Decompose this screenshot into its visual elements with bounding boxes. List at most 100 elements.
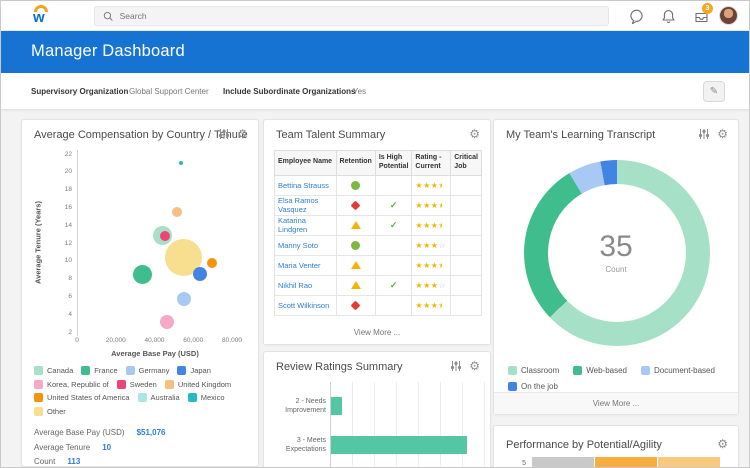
workday-logo-letter: w xyxy=(33,9,45,26)
legend-label: Mexico xyxy=(200,393,225,402)
critical-job-cell xyxy=(450,254,482,276)
gear-icon[interactable]: ⚙ xyxy=(237,127,248,141)
employee-name-link[interactable]: Nikhil Rao xyxy=(278,280,313,290)
performance-stacked-bar-chart: 5 xyxy=(494,426,738,467)
table-header-row: Employee Name Retention Is High Potential R… xyxy=(274,150,482,176)
stacked-segment-3[interactable] xyxy=(658,457,720,467)
high-potential-cell: ✓ xyxy=(374,194,413,216)
y-axis-line xyxy=(77,150,78,336)
page-header: Manager Dashboard xyxy=(1,31,749,73)
card-average-compensation: Average Compensation by Country / Tenure… xyxy=(21,119,259,467)
stat-label: Count xyxy=(34,457,56,466)
summary-stat-row: Count 113 xyxy=(34,457,250,466)
retention-red-diamond-icon xyxy=(350,200,361,210)
rating-cell: ★★★★ xyxy=(411,254,452,276)
critical-job-cell xyxy=(450,234,482,256)
table-row: Elsa Ramos Vasquez ✓ ★★★★ xyxy=(274,194,482,216)
review-ratings-bar-chart: 2 - Needs Improvement 3 - Meets Expectati… xyxy=(264,352,490,467)
donut-count-label: Count xyxy=(605,265,627,274)
chart-settings-sliders-icon[interactable] xyxy=(698,128,710,140)
rating-half-star: ★ xyxy=(438,221,442,230)
workday-logo[interactable]: w xyxy=(31,4,55,28)
bubble-korea-republic-of[interactable] xyxy=(160,315,175,330)
inbox-badge: 3 xyxy=(702,3,713,14)
retention-yellow-triangle-icon xyxy=(350,281,361,289)
gear-icon[interactable]: ⚙ xyxy=(717,437,728,451)
x-tick-label: 80,000 xyxy=(222,337,242,344)
inbox-tray[interactable]: 3 xyxy=(693,3,713,25)
legend-item: Other xyxy=(34,406,66,416)
bubble-chart: Average Tenure (Years) Average Base Pay … xyxy=(22,120,258,466)
x-axis-label: Average Base Pay (USD) xyxy=(111,349,199,358)
employee-name-cell: Nikhil Rao xyxy=(274,274,337,296)
stat-value-link[interactable]: 113 xyxy=(67,457,81,466)
employee-name-link[interactable]: Maria Venter xyxy=(278,260,321,270)
bubble-mexico[interactable] xyxy=(178,160,183,165)
search-input[interactable] xyxy=(119,11,600,21)
legend-swatch xyxy=(34,366,43,375)
bubble-germany[interactable] xyxy=(176,292,191,307)
summary-stat-row: Average Tenure 10 xyxy=(34,443,250,452)
retention-red-diamond-icon xyxy=(350,300,361,310)
employee-name-link[interactable]: Manny Soto xyxy=(278,240,319,250)
gear-icon[interactable]: ⚙ xyxy=(717,127,728,141)
bar-2[interactable] xyxy=(331,436,467,454)
global-search[interactable] xyxy=(94,6,609,26)
y-tick-label: 4 xyxy=(68,310,72,318)
legend-item: Mexico xyxy=(187,393,225,402)
critical-job-cell xyxy=(450,214,482,236)
rating-cell: ★★★★ xyxy=(411,174,452,196)
learning-legend: Classroom Web-based Document-based On the j… xyxy=(508,366,728,391)
bubble-sweden[interactable] xyxy=(159,230,170,241)
rating-half-star: ★ xyxy=(438,301,442,310)
chat-icon[interactable] xyxy=(628,8,645,25)
bubble-japan[interactable] xyxy=(193,267,208,282)
bar-1[interactable] xyxy=(331,397,343,415)
employee-name-link[interactable]: Katarina Lindgren xyxy=(278,216,308,234)
retention-green-circle-icon xyxy=(351,240,361,250)
stacked-segment-1[interactable] xyxy=(532,457,594,467)
gear-icon[interactable]: ⚙ xyxy=(469,359,480,373)
table-row: Maria Venter ★★★★ xyxy=(274,254,482,276)
checkmark-icon: ✓ xyxy=(389,279,398,290)
chart-settings-sliders-icon[interactable] xyxy=(450,360,462,372)
stacked-segment-2[interactable] xyxy=(595,457,657,467)
y-tick-label: 16 xyxy=(64,203,72,211)
employee-name-link[interactable]: Bettina Strauss xyxy=(278,180,329,190)
profile-avatar[interactable] xyxy=(719,6,738,25)
legend-swatch xyxy=(164,379,174,389)
card-review-ratings-summary: Review Ratings Summary ⚙ 2 - Needs Impro… xyxy=(263,351,491,467)
legend-swatch xyxy=(116,379,126,389)
bubble-united-states-of-america[interactable] xyxy=(206,257,217,268)
bubble-france[interactable] xyxy=(133,264,153,284)
y-tick-label: 6 xyxy=(68,292,72,300)
legend-label: Document-based xyxy=(654,366,715,375)
employee-name-cell: Bettina Strauss xyxy=(274,174,337,196)
notifications-bell-icon[interactable] xyxy=(660,8,677,25)
checkmark-icon: ✓ xyxy=(389,199,398,210)
talent-view-more-link[interactable]: View More ... xyxy=(264,322,490,344)
employee-name-link[interactable]: Scott Wilkinson xyxy=(278,300,330,310)
high-potential-cell xyxy=(374,174,413,196)
legend-item: Australia xyxy=(137,393,180,402)
stat-value-link[interactable]: 10 xyxy=(102,442,112,452)
gear-icon[interactable]: ⚙ xyxy=(469,127,480,141)
learning-view-more-link[interactable]: View More ... xyxy=(494,392,738,414)
edit-filters-button[interactable]: ✎ xyxy=(703,81,725,102)
legend-item: France xyxy=(81,366,118,375)
search-icon xyxy=(103,11,113,21)
y-tick-label: 20 xyxy=(64,168,72,176)
column-header: Rating - Current xyxy=(411,150,452,176)
retention-cell xyxy=(335,294,376,316)
gridline xyxy=(484,382,485,467)
gridline xyxy=(462,382,463,467)
card-title-review-ratings-summary: Review Ratings Summary xyxy=(276,361,403,373)
column-header: Critical Job xyxy=(450,150,482,176)
stat-value-link[interactable]: $51,076 xyxy=(136,428,166,437)
legend-swatch xyxy=(508,366,517,375)
card-performance-potential-agility: Performance by Potential/Agility ⚙ 5 xyxy=(493,425,739,467)
legend-label: United States of America xyxy=(47,393,130,402)
bubble-united-kingdom[interactable] xyxy=(171,206,182,217)
chart-settings-sliders-icon[interactable] xyxy=(218,128,230,140)
employee-name-link[interactable]: Elsa Ramos Vasquez xyxy=(278,196,319,214)
